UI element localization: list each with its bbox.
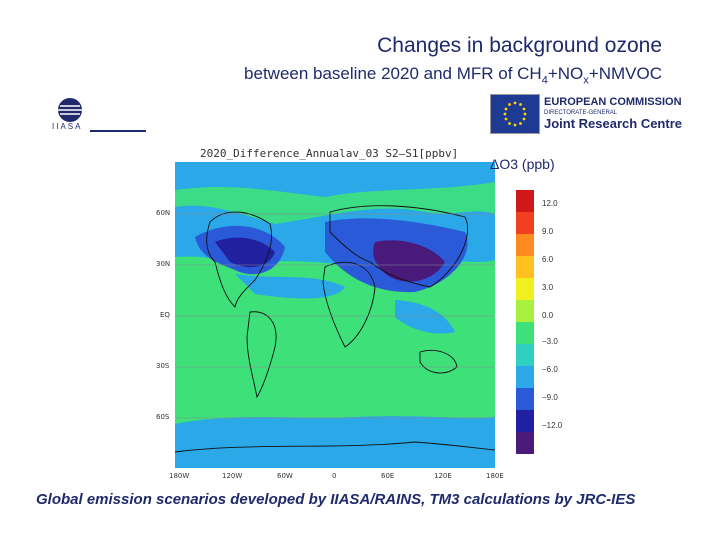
colorbar-label: ΔO3 (ppb) — [490, 156, 555, 172]
lon-tick-180e: 180E — [486, 472, 504, 480]
footer-credit: Global emission scenarios developed by I… — [36, 491, 636, 508]
colorbar-tick: 3.0 — [542, 283, 554, 292]
colorbar-tick: 9.0 — [542, 227, 554, 236]
lat-tick-60s: 60S — [156, 413, 170, 421]
colorbar-tick: −6.0 — [542, 365, 558, 374]
slide-title: Changes in background ozone — [377, 34, 662, 57]
ozone-difference-map — [175, 162, 495, 468]
lon-tick-60w: 60W — [277, 472, 293, 480]
colorbar — [516, 190, 534, 454]
iiasa-logo-text: IIASA — [52, 122, 83, 131]
colorbar-tick: −9.0 — [542, 393, 558, 402]
subtitle-part-2: +NO — [547, 64, 584, 83]
lon-tick-180w: 180W — [169, 472, 190, 480]
lat-tick-eq: EQ — [160, 311, 170, 319]
slide-subtitle: between baseline 2020 and MFR of CH4+NOx… — [244, 64, 662, 86]
ec-name: EUROPEAN COMMISSION — [544, 96, 682, 108]
header-divider — [90, 130, 146, 132]
lon-tick-120w: 120W — [222, 472, 243, 480]
subtitle-subscript-x: x — [583, 74, 589, 87]
ec-directorate: DIRECTORATE-GENERAL — [544, 110, 618, 116]
subtitle-part-1: between baseline 2020 and MFR of CH — [244, 64, 542, 83]
lon-tick-60e: 60E — [381, 472, 395, 480]
colorbar-tick: −12.0 — [542, 421, 563, 430]
iiasa-logo-icon — [58, 98, 82, 122]
subtitle-part-3: +NMVOC — [588, 64, 662, 83]
plot-title: 2020_Difference_Annualav_03 S2–S1[ppbv] — [200, 147, 459, 160]
lon-tick-120e: 120E — [434, 472, 452, 480]
colorbar-tick: 6.0 — [542, 255, 554, 264]
colorbar-tick: −3.0 — [542, 337, 558, 346]
lat-tick-60n: 60N — [156, 209, 171, 217]
eu-flag-icon — [490, 94, 540, 134]
colorbar-tick: 0.0 — [542, 311, 554, 320]
lat-tick-30s: 30S — [156, 362, 170, 370]
subtitle-subscript-4: 4 — [541, 74, 548, 87]
jrc-name: Joint Research Centre — [544, 116, 682, 131]
lat-tick-30n: 30N — [156, 260, 171, 268]
lon-tick-0: 0 — [332, 472, 337, 480]
colorbar-tick: 12.0 — [542, 199, 558, 208]
ec-jrc-logo: EUROPEAN COMMISSION DIRECTORATE-GENERAL … — [490, 94, 682, 134]
